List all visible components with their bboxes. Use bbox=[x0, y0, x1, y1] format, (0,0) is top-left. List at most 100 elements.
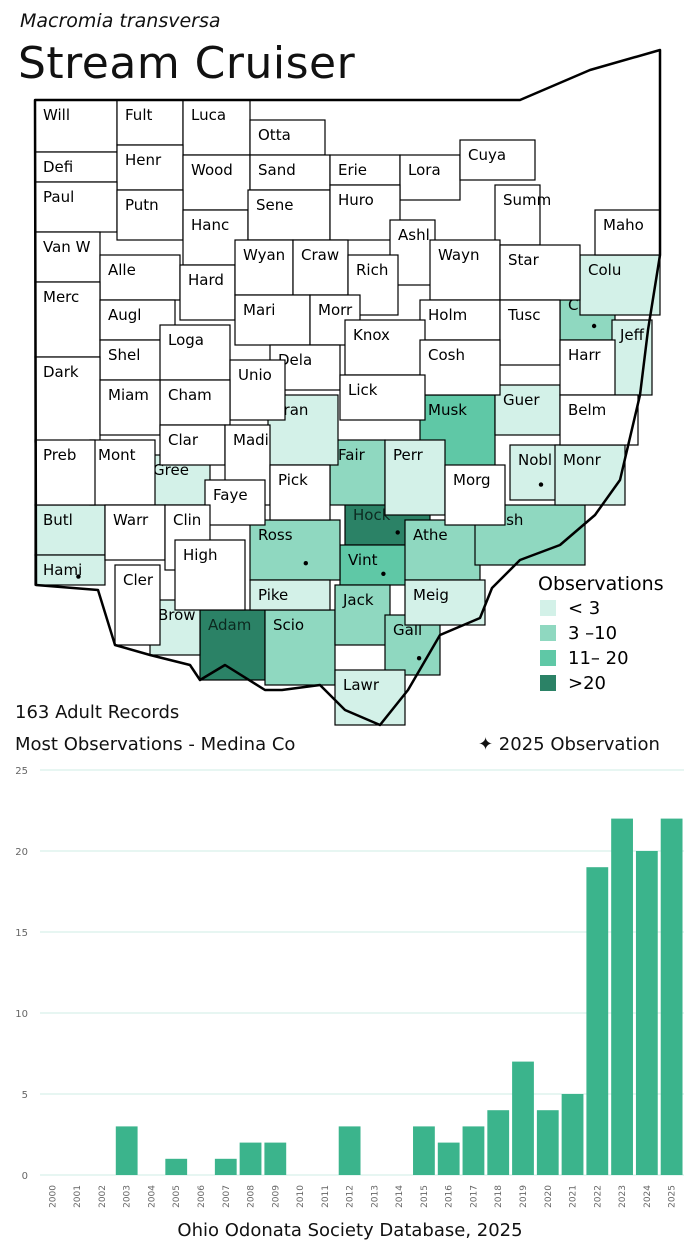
obs-2025-marker-hock bbox=[395, 530, 400, 535]
county-label-shel: Shel bbox=[108, 346, 140, 364]
bar-2020 bbox=[536, 1110, 559, 1175]
county-label-butl: Butl bbox=[43, 511, 73, 529]
county-label-guer: Guer bbox=[503, 391, 540, 409]
county-huro bbox=[329, 184, 401, 241]
county-wayn bbox=[429, 239, 501, 301]
x-tick-2025: 2025 bbox=[668, 1185, 678, 1208]
county-label-paul: Paul bbox=[43, 188, 74, 206]
county-miam bbox=[99, 379, 161, 436]
x-tick-2017: 2017 bbox=[469, 1185, 479, 1208]
county-label-colu: Colu bbox=[588, 261, 621, 279]
x-tick-2001: 2001 bbox=[73, 1185, 83, 1208]
county-label-fair: Fair bbox=[338, 446, 366, 464]
map-legend: Observations < 3 3 –10 11– 20 >20 bbox=[538, 573, 664, 694]
y-tick-20: 20 bbox=[15, 847, 28, 858]
bar-2022 bbox=[586, 867, 609, 1175]
county-hard bbox=[179, 264, 236, 321]
county-label-tusc: Tusc bbox=[507, 306, 540, 324]
county-label-wyan: Wyan bbox=[243, 246, 285, 264]
county-label-van-w: Van W bbox=[43, 238, 91, 256]
county-label-pike: Pike bbox=[258, 586, 288, 604]
records-count: 163 Adult Records bbox=[15, 702, 180, 723]
bar-2005 bbox=[165, 1158, 188, 1175]
county-morg bbox=[444, 464, 506, 526]
county-paul bbox=[34, 181, 118, 233]
county-faye bbox=[204, 479, 266, 526]
legend-label-0: < 3 bbox=[568, 598, 600, 619]
county-fair bbox=[329, 439, 386, 506]
county-label-musk: Musk bbox=[428, 401, 467, 419]
x-tick-labels: 2000 2001 2002 2003 2004 2005 2006 2007 2008 2009… bbox=[48, 1185, 677, 1208]
x-tick-2012: 2012 bbox=[346, 1185, 356, 1208]
bar-2021 bbox=[561, 1094, 584, 1175]
county-label-dela: Dela bbox=[278, 351, 312, 369]
source-credit: Ohio Odonata Society Database, 2025 bbox=[177, 1220, 523, 1241]
county-wyan bbox=[234, 239, 294, 296]
county-craw bbox=[292, 239, 349, 296]
county-label-hami: Hami bbox=[43, 561, 82, 579]
county-label-erie: Erie bbox=[338, 161, 367, 179]
y-tick-0: 0 bbox=[22, 1171, 28, 1182]
county-label-dark: Dark bbox=[43, 363, 79, 381]
county-label-otta: Otta bbox=[258, 126, 291, 144]
x-tick-2024: 2024 bbox=[643, 1185, 653, 1208]
x-tick-2015: 2015 bbox=[420, 1185, 430, 1208]
bar-2009 bbox=[264, 1142, 287, 1175]
county-summ bbox=[494, 184, 541, 246]
legend-swatch-2 bbox=[540, 650, 556, 666]
county-defi bbox=[34, 151, 118, 183]
common-name-title: Stream Cruiser bbox=[18, 38, 356, 89]
county-knox bbox=[344, 319, 426, 376]
county-label-vint: Vint bbox=[348, 551, 378, 569]
county-label-sene: Sene bbox=[256, 196, 294, 214]
obs-2025-marker-nobl bbox=[538, 482, 544, 487]
county-label-jack: Jack bbox=[342, 591, 374, 609]
county-label-mont: Mont bbox=[98, 446, 136, 464]
county-label-hanc: Hanc bbox=[191, 216, 229, 234]
x-tick-2006: 2006 bbox=[197, 1185, 207, 1208]
county-label-putn: Putn bbox=[125, 196, 159, 214]
county-colu bbox=[579, 254, 661, 316]
county-preb bbox=[34, 439, 96, 506]
county-henr bbox=[116, 144, 184, 191]
county-nobl bbox=[509, 444, 561, 501]
county-label-adam: Adam bbox=[208, 616, 251, 634]
county-maho bbox=[594, 209, 661, 256]
county-label-athe: Athe bbox=[413, 526, 448, 544]
county-mont bbox=[89, 439, 156, 506]
most-observations: Most Observations - Medina Co bbox=[15, 734, 296, 755]
x-tick-2002: 2002 bbox=[98, 1185, 108, 1208]
x-tick-2000: 2000 bbox=[48, 1185, 58, 1208]
county-athe bbox=[404, 519, 481, 581]
county-label-summ: Summ bbox=[503, 191, 551, 209]
county-label-hard: Hard bbox=[188, 271, 224, 289]
county-cosh bbox=[419, 339, 501, 396]
county-van-w bbox=[34, 231, 101, 283]
y-tick-10: 10 bbox=[15, 1009, 28, 1020]
county-label-lawr: Lawr bbox=[343, 676, 380, 694]
legend-swatch-0 bbox=[540, 600, 556, 616]
legend-label-1: 3 –10 bbox=[568, 623, 617, 644]
county-label-perr: Perr bbox=[393, 446, 424, 464]
county-monr bbox=[554, 444, 626, 506]
y-tick-15: 15 bbox=[15, 928, 28, 939]
county-label-clin: Clin bbox=[173, 511, 201, 529]
obs-2025-marker-vint bbox=[381, 571, 386, 576]
county-lawr bbox=[334, 669, 406, 726]
obs-2025-marker-gall bbox=[416, 656, 422, 661]
bar-2019 bbox=[512, 1061, 534, 1175]
county-loga bbox=[159, 324, 231, 381]
legend-title: Observations bbox=[538, 573, 664, 595]
obs-2025-marker-ross bbox=[303, 561, 308, 566]
bar-2017 bbox=[462, 1126, 485, 1175]
county-label-preb: Preb bbox=[43, 446, 76, 464]
county-label-ashl: Ashl bbox=[398, 226, 430, 244]
county-meig bbox=[404, 579, 486, 626]
bar-2015 bbox=[413, 1126, 435, 1175]
county-pike bbox=[249, 579, 331, 611]
map-counties: HockAdamMuskVintCarrFairRossAtheWashScio… bbox=[34, 99, 661, 726]
x-tick-2009: 2009 bbox=[271, 1185, 281, 1208]
bar-2023 bbox=[611, 818, 633, 1175]
county-label-faye: Faye bbox=[213, 486, 248, 504]
